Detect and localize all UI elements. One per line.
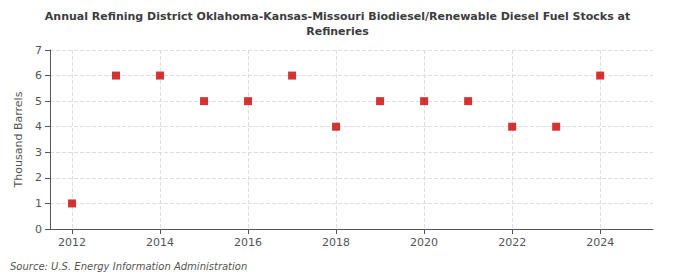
svg-text:2: 2 <box>35 171 42 184</box>
svg-text:6: 6 <box>35 69 42 82</box>
svg-text:2016: 2016 <box>234 236 262 249</box>
svg-text:2018: 2018 <box>322 236 350 249</box>
svg-text:3: 3 <box>35 146 42 159</box>
svg-text:2014: 2014 <box>146 236 174 249</box>
svg-text:4: 4 <box>35 120 42 133</box>
svg-text:Source: U.S. Energy Informatio: Source: U.S. Energy Information Administ… <box>10 261 247 272</box>
svg-text:1: 1 <box>35 197 42 210</box>
svg-text:Annual Refining District Oklah: Annual Refining District Oklahoma-Kansas… <box>45 10 630 23</box>
svg-text:7: 7 <box>35 44 42 57</box>
svg-text:2022: 2022 <box>498 236 526 249</box>
svg-text:5: 5 <box>35 95 42 108</box>
svg-text:2012: 2012 <box>58 236 86 249</box>
svg-text:2024: 2024 <box>586 236 614 249</box>
svg-text:2020: 2020 <box>410 236 438 249</box>
svg-text:0: 0 <box>35 223 42 236</box>
svg-text:Refineries: Refineries <box>306 25 369 38</box>
svg-text:Thousand Barrels: Thousand Barrels <box>12 91 25 188</box>
